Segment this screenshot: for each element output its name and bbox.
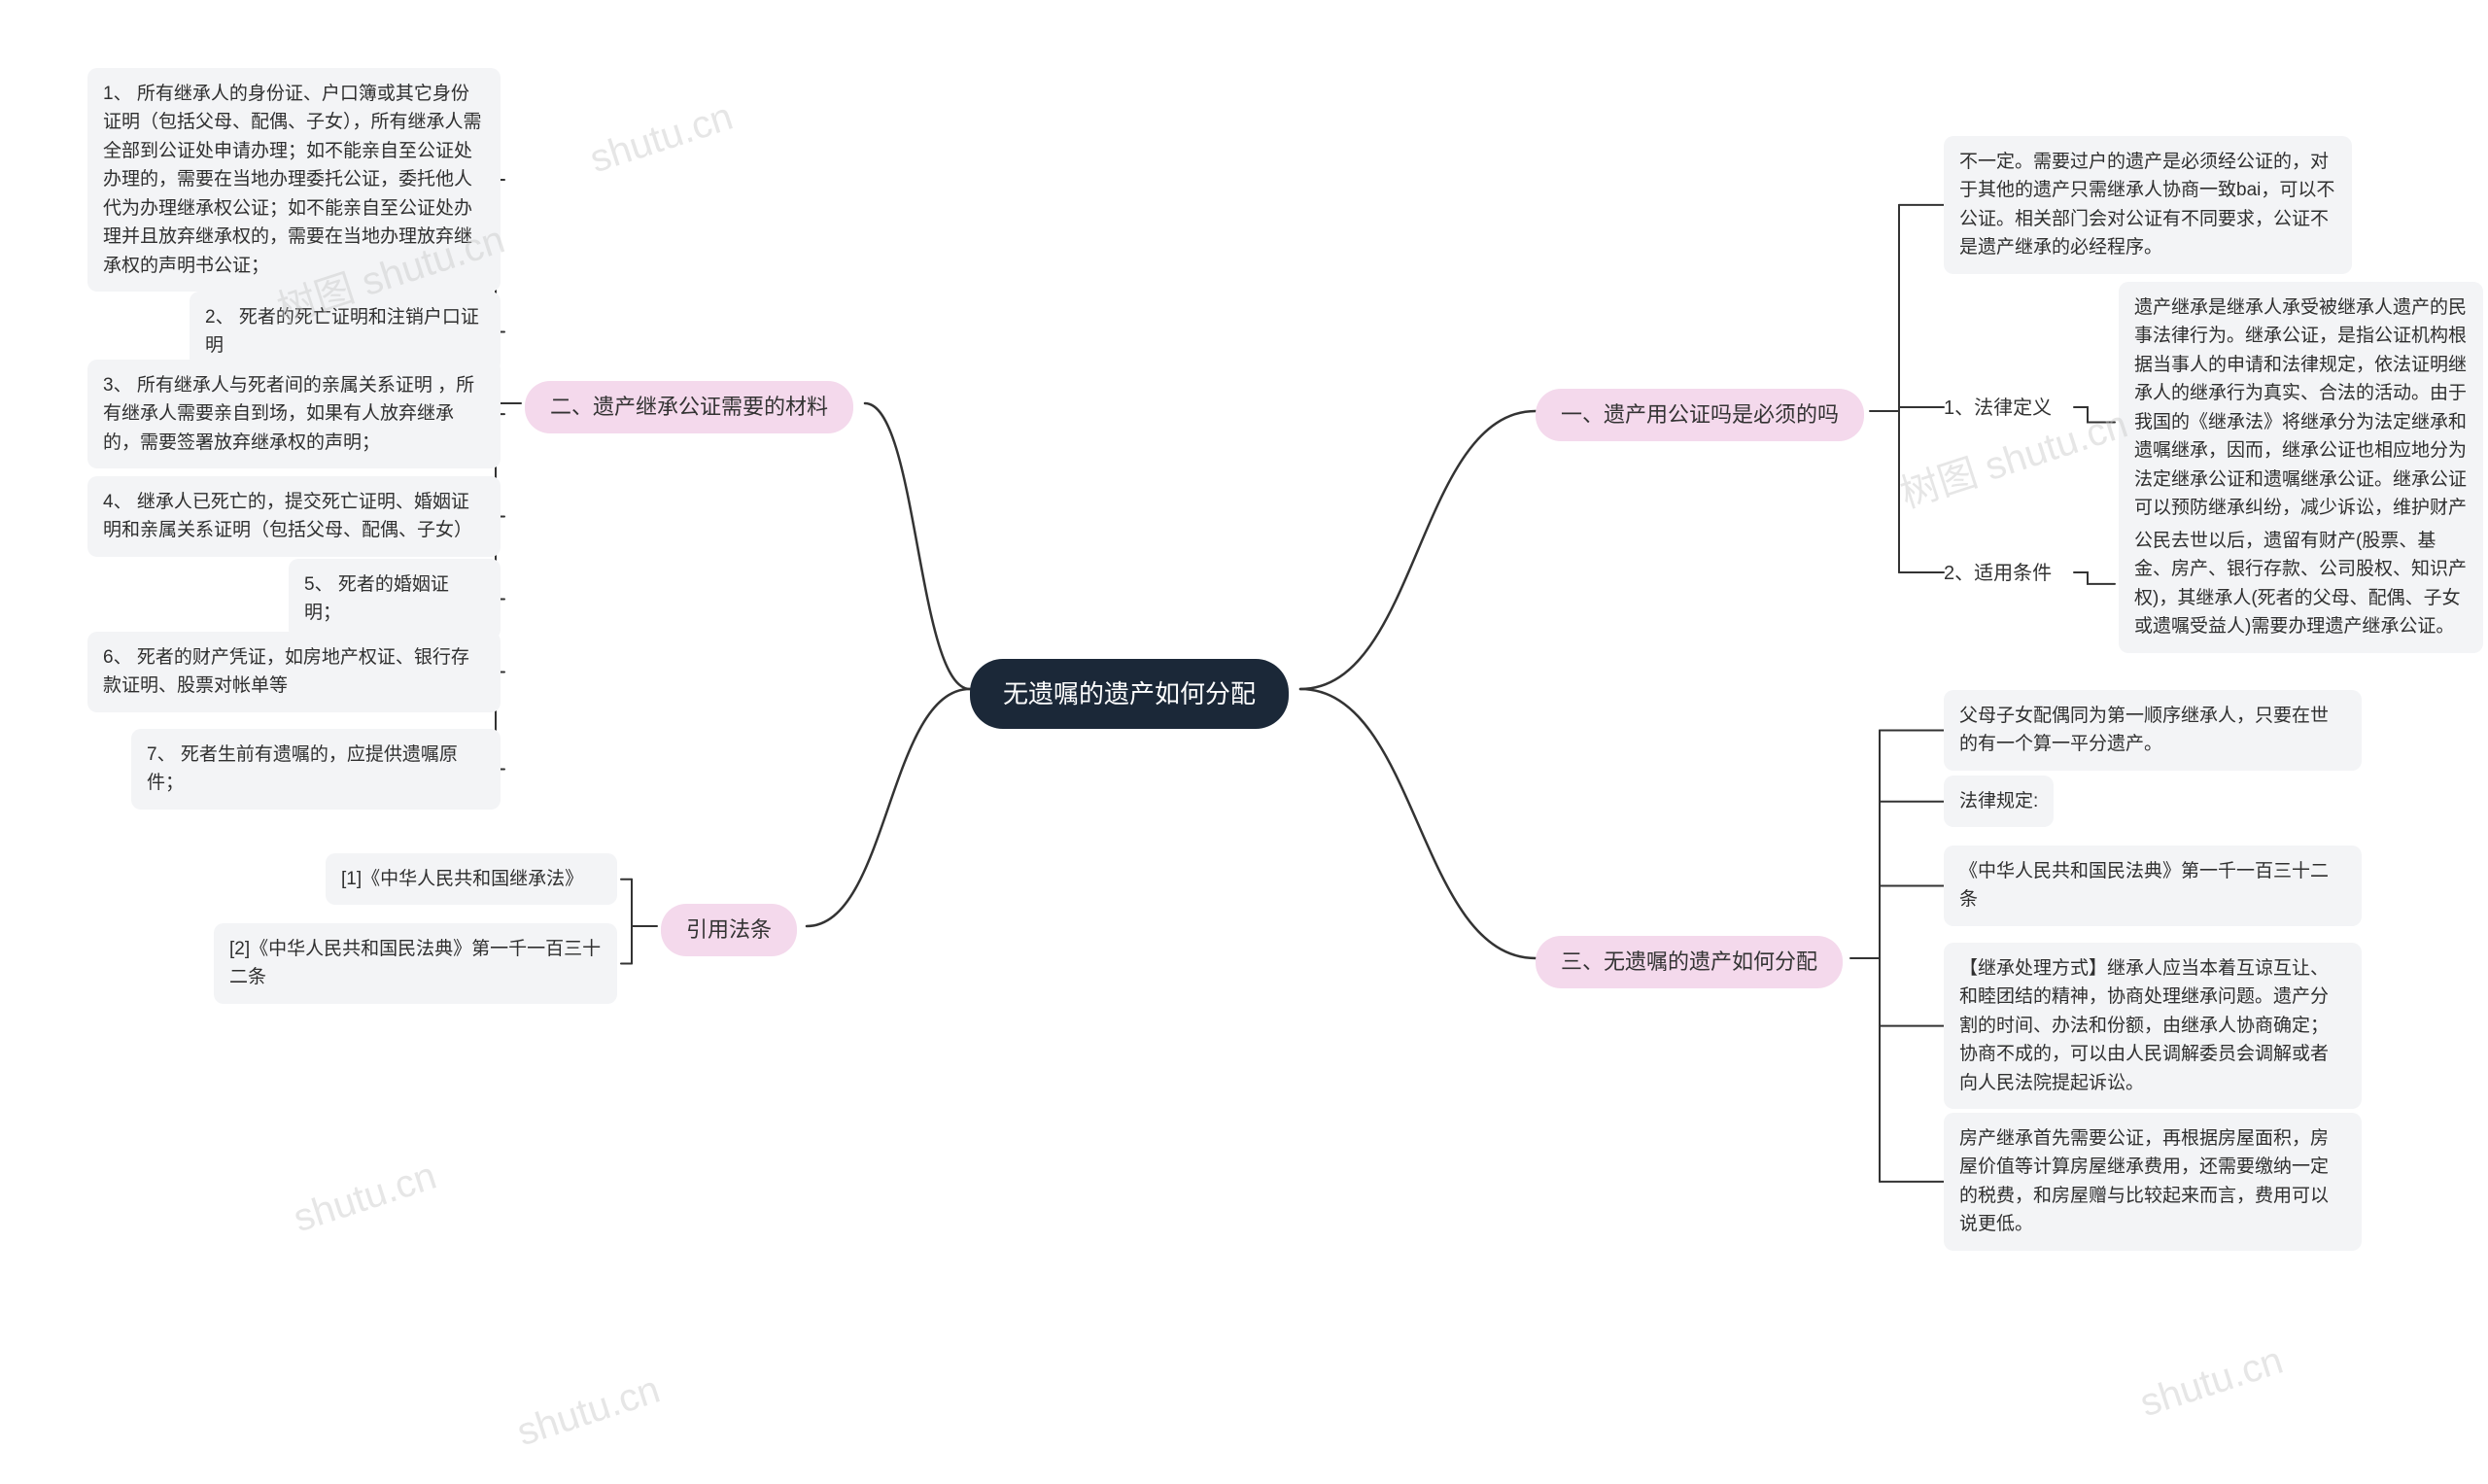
leaf-node: 法律规定: — [1944, 776, 2054, 827]
leaf-node: 《中华人民共和国民法典》第一千一百三十二条 — [1944, 846, 2362, 926]
sub-node: 2、适用条件 — [1944, 559, 2052, 589]
center-node: 无遗嘱的遗产如何分配 — [970, 659, 1289, 729]
leaf-node: [1]《中华人民共和国继承法》 — [326, 853, 617, 905]
leaf-node: 6、 死者的财产凭证，如房地产权证、银行存款证明、股票对帐单等 — [87, 632, 501, 712]
sub-node: 1、法律定义 — [1944, 394, 2052, 424]
leaf-node: 5、 死者的婚姻证明； — [289, 559, 501, 639]
leaf-node: 1、 所有继承人的身份证、户口簿或其它身份证明（包括父母、配偶、子女），所有继承… — [87, 68, 501, 292]
branch-node-left: 引用法条 — [661, 904, 797, 956]
leaf-node: [2]《中华人民共和国民法典》第一千一百三十二条 — [214, 923, 617, 1004]
branch-node-right: 一、遗产用公证吗是必须的吗 — [1536, 389, 1864, 441]
leaf-node: 【继承处理方式】继承人应当本着互谅互让、和睦团结的精神，协商处理继承问题。遗产分… — [1944, 943, 2362, 1109]
leaf-node: 公民去世以后，遗留有财产(股票、基金、房产、银行存款、公司股权、知识产权)，其继… — [2119, 515, 2483, 653]
leaf-node: 4、 继承人已死亡的，提交死亡证明、婚姻证明和亲属关系证明（包括父母、配偶、子女… — [87, 476, 501, 557]
branch-node-right: 三、无遗嘱的遗产如何分配 — [1536, 936, 1843, 988]
leaf-node: 不一定。需要过户的遗产是必须经公证的，对于其他的遗产只需继承人协商一致bai，可… — [1944, 136, 2352, 274]
leaf-node: 7、 死者生前有遗嘱的，应提供遗嘱原件； — [131, 729, 501, 810]
leaf-node: 3、 所有继承人与死者间的亲属关系证明 ，所有继承人需要亲自到场，如果有人放弃继… — [87, 360, 501, 468]
branch-node-left: 二、遗产继承公证需要的材料 — [525, 381, 853, 433]
leaf-node: 父母子女配偶同为第一顺序继承人，只要在世的有一个算一平分遗产。 — [1944, 690, 2362, 771]
leaf-node: 房产继承首先需要公证，再根据房屋面积，房屋价值等计算房屋继承费用，还需要缴纳一定… — [1944, 1113, 2362, 1251]
